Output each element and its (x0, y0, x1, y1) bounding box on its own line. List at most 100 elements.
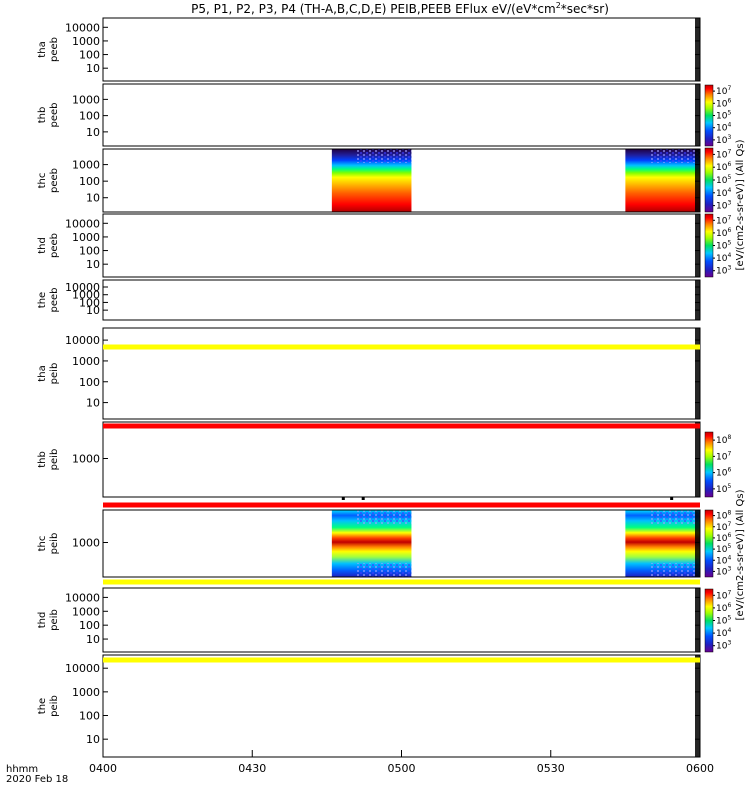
fill-value-line (103, 344, 700, 350)
y-tick-label: 100 (79, 110, 100, 123)
y-tick-label: 100 (79, 376, 100, 389)
y-tick-label: 10000 (65, 334, 100, 347)
y-axis-label-instrument: peib (49, 533, 60, 555)
right-edge-marker (695, 328, 700, 419)
panel-frame (102, 213, 701, 278)
fill-value-line (103, 502, 700, 508)
colorbar-tick-label: 106 (716, 227, 731, 239)
right-edge-marker (695, 214, 700, 277)
colorbar-tick-label: 103 (716, 265, 731, 277)
y-axis-label-instrument: peeb (49, 288, 60, 313)
colorbar-tick-label: 103 (716, 200, 731, 212)
colorbar-tick-label: 105 (716, 174, 731, 186)
y-axis-label-instrument: peib (49, 695, 60, 717)
y-tick-label: 10 (86, 62, 100, 75)
y-tick-label: 10 (86, 126, 100, 139)
colorbar-tick-label: 104 (716, 252, 731, 264)
y-tick-label: 100 (79, 175, 100, 188)
y-axis-label-instrument: peib (49, 449, 60, 471)
colorbar-tick-label: 108 (716, 510, 731, 522)
colorbar-gradient (704, 84, 714, 147)
y-axis-label-instrument: peib (49, 609, 60, 631)
panels-group: 10100100010000thapeeb101001000thbpeeb101… (37, 17, 701, 758)
y-tick-label: 1000 (72, 159, 100, 172)
y-axis-label-probe: the (37, 698, 48, 714)
colorbar-tick-label: 107 (716, 214, 731, 226)
right-edge-marker (695, 18, 700, 81)
y-axis-label: thdpeeb (37, 233, 60, 258)
colorbar-tick-label: 105 (716, 615, 731, 627)
colorbar-tick-label: 107 (716, 521, 731, 533)
title-text: P5, P1, P2, P3, P4 (TH-A,B,C,D,E) PEIB,P… (191, 2, 556, 16)
fill-value-line (103, 423, 700, 429)
y-axis-label-probe: thd (37, 612, 48, 629)
colorbar-tick-label: 107 (716, 148, 731, 160)
y-tick-label: 10000 (65, 662, 100, 675)
panel-frame (102, 654, 701, 758)
y-tick-label: 1000 (72, 605, 100, 618)
y-axis-label: thepeib (37, 695, 60, 717)
y-tick-label: 1000 (72, 355, 100, 368)
y-axis-label: thcpeeb (37, 168, 60, 193)
colorbar-tick-label: 106 (716, 602, 731, 614)
x-tick-label: 0500 (388, 762, 416, 775)
y-axis-label-probe: thc (37, 536, 48, 552)
data-marker (670, 497, 674, 500)
y-axis-label: thbpeeb (37, 103, 60, 128)
y-axis-label-probe: thd (37, 237, 48, 254)
colorbar-tick-label: 104 (716, 554, 731, 566)
title-superscript: 2 (556, 1, 561, 10)
y-axis-label-instrument: peeb (49, 103, 60, 128)
y-axis-label: thbpeib (37, 449, 60, 471)
x-tick-label: 0430 (238, 762, 266, 775)
panel-thc-peib: 1000 thcpeib (37, 509, 701, 578)
y-axis-label-probe: thb (37, 107, 48, 124)
svg-text:P5, P1, P2, P3, P4 (TH-A,B,C,D: P5, P1, P2, P3, P4 (TH-A,B,C,D,E) PEIB,P… (191, 1, 609, 16)
panel-thc-peeb: 10 100 1000 thcpeeb (37, 148, 701, 213)
x-tick-label: 0400 (89, 762, 117, 775)
right-edge-marker (695, 280, 700, 320)
colorbar-tick-label: 105 (716, 483, 731, 495)
data-marker (341, 497, 345, 500)
y-tick-label: 1000 (72, 35, 100, 48)
y-axis-label-probe: tha (37, 365, 48, 381)
y-tick-label: 1000 (72, 231, 100, 244)
colorbar-tick-label: 105 (716, 240, 731, 252)
right-edge-marker (695, 422, 700, 497)
y-tick-label: 10000 (65, 21, 100, 34)
colorbar-tick-label: 104 (716, 627, 731, 639)
y-tick-label: 10 (86, 397, 100, 410)
y-tick-label: 10 (86, 633, 100, 646)
colorbar-label-peeb: [eV/(cm2-s-sr-eV)] (All Qs) (735, 139, 746, 270)
y-tick-label: 10 (86, 258, 100, 271)
y-axis-label-probe: tha (37, 41, 48, 57)
spectrogram-noise-bottom (650, 563, 700, 577)
colorbar-tick-label: 106 (716, 161, 731, 173)
colorbar-tick-label: 104 (716, 187, 731, 199)
fill-value-line (103, 657, 700, 663)
y-axis-label-probe: thb (37, 451, 48, 468)
spectrogram-noise-top (650, 149, 700, 163)
panel-tha-peib: 10 100 1000 10000 thapeib (37, 327, 701, 420)
title-tail: *sec*sr) (561, 2, 609, 16)
y-tick-label: 100 (79, 619, 100, 632)
chart-title: P5, P1, P2, P3, P4 (TH-A,B,C,D,E) PEIB,P… (191, 1, 609, 16)
y-axis-label-probe: thc (37, 173, 48, 189)
y-axis-label-instrument: peib (49, 363, 60, 385)
y-tick-label: 10 (86, 192, 100, 205)
y-axis-label: thapeib (37, 363, 60, 385)
colorbar-tick-label: 107 (716, 450, 731, 462)
right-edge-marker (695, 84, 700, 146)
panel-frame (102, 587, 701, 653)
y-axis-label-instrument: peeb (49, 233, 60, 258)
colorbar-tick-label: 103 (716, 565, 731, 577)
